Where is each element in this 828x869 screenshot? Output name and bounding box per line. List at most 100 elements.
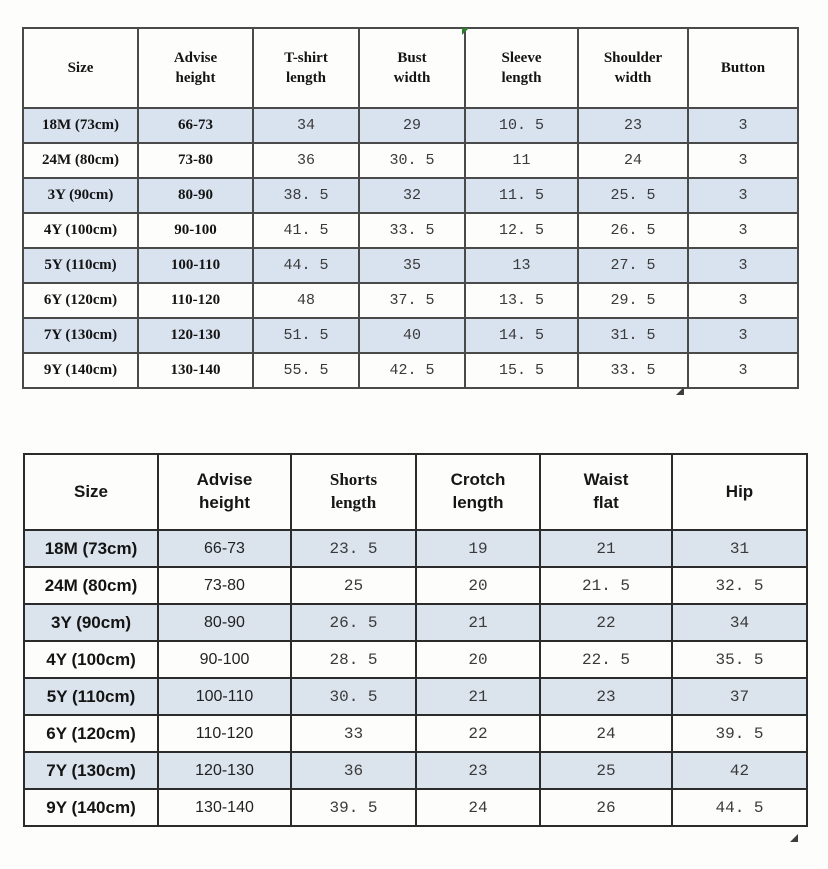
value-cell: 35. 5 [671, 640, 808, 679]
value-cell: 130-140 [137, 352, 254, 389]
value-cell: 25. 5 [577, 177, 689, 214]
value-cell: 11. 5 [464, 177, 579, 214]
value-cell: 28. 5 [290, 640, 417, 679]
value-cell: 130-140 [157, 788, 292, 827]
table-row: 3Y (90cm) 80-90 26. 5 21 22 34 [23, 603, 808, 642]
size-cell: 24M (80cm) [23, 566, 159, 605]
value-cell: 30. 5 [358, 142, 466, 179]
value-cell: 25 [539, 751, 673, 790]
value-cell: 31 [671, 529, 808, 568]
value-cell: 20 [415, 566, 541, 605]
value-cell: 34 [671, 603, 808, 642]
column-header: Bust width [358, 27, 466, 109]
table-row: 24M (80cm) 73-80 25 20 21. 5 32. 5 [23, 566, 808, 605]
table-row: 5Y (110cm) 100-110 30. 5 21 23 37 [23, 677, 808, 716]
value-cell: 3 [687, 142, 799, 179]
value-cell: 3 [687, 247, 799, 284]
value-cell: 90-100 [157, 640, 292, 679]
value-cell: 90-100 [137, 212, 254, 249]
size-cell: 7Y (130cm) [23, 751, 159, 790]
corner-artifact-icon [676, 387, 684, 395]
value-cell: 15. 5 [464, 352, 579, 389]
size-cell: 5Y (110cm) [22, 247, 139, 284]
value-cell: 26 [539, 788, 673, 827]
table-row: 7Y (130cm) 120-130 36 23 25 42 [23, 751, 808, 790]
value-cell: 36 [290, 751, 417, 790]
value-cell: 12. 5 [464, 212, 579, 249]
value-cell: 3 [687, 177, 799, 214]
column-header: Hip [671, 453, 808, 531]
column-header: Advise height [157, 453, 292, 531]
column-header: T-shirt length [252, 27, 360, 109]
value-cell: 23 [415, 751, 541, 790]
value-cell: 13. 5 [464, 282, 579, 319]
size-cell: 6Y (120cm) [23, 714, 159, 753]
corner-artifact-icon [790, 834, 798, 842]
value-cell: 24 [415, 788, 541, 827]
shorts-size-table: Size Advise height Shorts length Crotch len… [23, 453, 808, 827]
value-cell: 120-130 [157, 751, 292, 790]
size-cell: 18M (73cm) [23, 529, 159, 568]
column-header: Size [22, 27, 139, 109]
value-cell: 44. 5 [671, 788, 808, 827]
value-cell: 36 [252, 142, 360, 179]
column-header: Size [23, 453, 159, 531]
size-cell: 5Y (110cm) [23, 677, 159, 716]
size-cell: 24M (80cm) [22, 142, 139, 179]
value-cell: 21. 5 [539, 566, 673, 605]
value-cell: 100-110 [157, 677, 292, 716]
value-cell: 33. 5 [358, 212, 466, 249]
column-header: Crotch length [415, 453, 541, 531]
tshirt-size-table: Size Advise height T-shirt length Bust widt… [22, 27, 799, 389]
value-cell: 32. 5 [671, 566, 808, 605]
value-cell: 55. 5 [252, 352, 360, 389]
value-cell: 27. 5 [577, 247, 689, 284]
value-cell: 73-80 [157, 566, 292, 605]
value-cell: 3 [687, 317, 799, 354]
value-cell: 3 [687, 352, 799, 389]
value-cell: 42 [671, 751, 808, 790]
value-cell: 21 [539, 529, 673, 568]
value-cell: 25 [290, 566, 417, 605]
table-row: 18M (73cm) 66-73 34 29 10. 5 23 3 [22, 107, 799, 144]
value-cell: 37. 5 [358, 282, 466, 319]
value-cell: 42. 5 [358, 352, 466, 389]
value-cell: 23 [539, 677, 673, 716]
value-cell: 110-120 [157, 714, 292, 753]
value-cell: 100-110 [137, 247, 254, 284]
cell-comment-marker-icon [462, 28, 469, 35]
table-row: 4Y (100cm) 90-100 28. 5 20 22. 5 35. 5 [23, 640, 808, 679]
value-cell: 38. 5 [252, 177, 360, 214]
value-cell: 37 [671, 677, 808, 716]
value-cell: 66-73 [157, 529, 292, 568]
header-row: Size Advise height T-shirt length Bust widt… [22, 27, 799, 109]
value-cell: 26. 5 [577, 212, 689, 249]
size-cell: 4Y (100cm) [22, 212, 139, 249]
table-row: 9Y (140cm) 130-140 39. 5 24 26 44. 5 [23, 788, 808, 827]
size-cell: 3Y (90cm) [23, 603, 159, 642]
value-cell: 26. 5 [290, 603, 417, 642]
value-cell: 3 [687, 107, 799, 144]
value-cell: 20 [415, 640, 541, 679]
value-cell: 39. 5 [290, 788, 417, 827]
value-cell: 22 [539, 603, 673, 642]
value-cell: 11 [464, 142, 579, 179]
value-cell: 30. 5 [290, 677, 417, 716]
value-cell: 34 [252, 107, 360, 144]
column-header: Shorts length [290, 453, 417, 531]
column-header: Shoulder width [577, 27, 689, 109]
size-cell: 7Y (130cm) [22, 317, 139, 354]
value-cell: 3 [687, 212, 799, 249]
value-cell: 39. 5 [671, 714, 808, 753]
value-cell: 110-120 [137, 282, 254, 319]
table-row: 6Y (120cm) 110-120 33 22 24 39. 5 [23, 714, 808, 753]
value-cell: 21 [415, 677, 541, 716]
size-cell: 3Y (90cm) [22, 177, 139, 214]
value-cell: 23 [577, 107, 689, 144]
value-cell: 22. 5 [539, 640, 673, 679]
